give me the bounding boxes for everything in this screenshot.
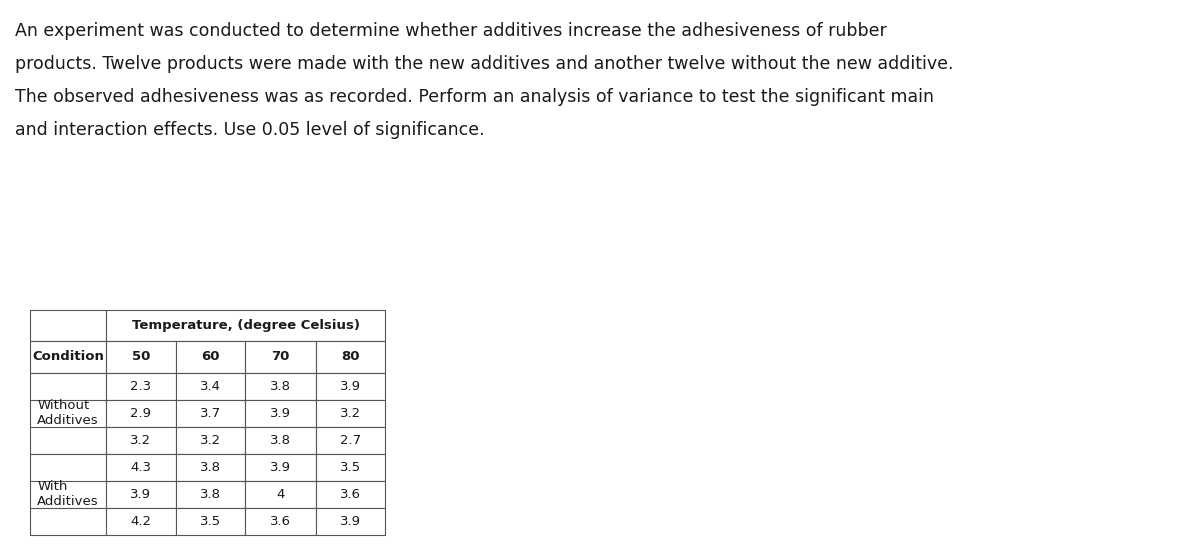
Bar bbox=[245, 373, 316, 400]
Text: With
Additives: With Additives bbox=[37, 481, 98, 508]
Text: 70: 70 bbox=[271, 351, 289, 363]
Text: 3.2: 3.2 bbox=[131, 434, 151, 447]
Text: 3.7: 3.7 bbox=[199, 406, 221, 420]
Text: Without
Additives: Without Additives bbox=[37, 399, 98, 427]
Bar bbox=[107, 400, 175, 427]
Bar bbox=[245, 481, 316, 508]
Bar bbox=[316, 481, 385, 508]
Bar bbox=[107, 310, 385, 341]
Text: 80: 80 bbox=[341, 351, 360, 363]
Text: 3.5: 3.5 bbox=[340, 461, 361, 474]
Bar bbox=[245, 508, 316, 535]
Text: 3.6: 3.6 bbox=[270, 515, 290, 528]
Bar bbox=[175, 400, 245, 427]
Text: and interaction effects. Use 0.05 level of significance.: and interaction effects. Use 0.05 level … bbox=[14, 121, 485, 139]
Bar bbox=[245, 400, 316, 427]
Text: 2.3: 2.3 bbox=[131, 379, 151, 393]
Text: 3.9: 3.9 bbox=[340, 379, 361, 393]
Bar bbox=[245, 341, 316, 373]
Bar bbox=[30, 373, 107, 454]
Bar bbox=[316, 508, 385, 535]
Bar bbox=[107, 508, 175, 535]
Text: 3.6: 3.6 bbox=[340, 488, 361, 501]
Text: 2.9: 2.9 bbox=[131, 406, 151, 420]
Text: Temperature, (degree Celsius): Temperature, (degree Celsius) bbox=[132, 319, 360, 332]
Text: The observed adhesiveness was as recorded. Perform an analysis of variance to te: The observed adhesiveness was as recorde… bbox=[14, 88, 934, 106]
Bar bbox=[107, 481, 175, 508]
Text: 4.3: 4.3 bbox=[131, 461, 151, 474]
Text: 3.2: 3.2 bbox=[199, 434, 221, 447]
Bar bbox=[245, 427, 316, 454]
Bar bbox=[30, 310, 107, 341]
Bar bbox=[316, 341, 385, 373]
Text: 2.7: 2.7 bbox=[340, 434, 361, 447]
Bar bbox=[175, 508, 245, 535]
Bar bbox=[107, 373, 175, 400]
Text: products. Twelve products were made with the new additives and another twelve wi: products. Twelve products were made with… bbox=[14, 55, 954, 73]
Bar bbox=[316, 400, 385, 427]
Bar bbox=[107, 427, 175, 454]
Bar bbox=[107, 454, 175, 481]
Bar bbox=[175, 454, 245, 481]
Bar bbox=[175, 341, 245, 373]
Bar bbox=[30, 341, 107, 373]
Bar bbox=[245, 454, 316, 481]
Text: An experiment was conducted to determine whether additives increase the adhesive: An experiment was conducted to determine… bbox=[14, 22, 887, 40]
Text: 3.9: 3.9 bbox=[270, 461, 290, 474]
Text: 60: 60 bbox=[200, 351, 220, 363]
Text: 3.2: 3.2 bbox=[340, 406, 361, 420]
Text: 3.9: 3.9 bbox=[270, 406, 290, 420]
Bar bbox=[316, 373, 385, 400]
Bar bbox=[30, 454, 107, 535]
Bar bbox=[107, 341, 175, 373]
Bar bbox=[175, 427, 245, 454]
Text: 3.8: 3.8 bbox=[270, 434, 290, 447]
Bar bbox=[316, 454, 385, 481]
Text: Condition: Condition bbox=[32, 351, 104, 363]
Text: 3.9: 3.9 bbox=[340, 515, 361, 528]
Text: 3.5: 3.5 bbox=[199, 515, 221, 528]
Text: 3.9: 3.9 bbox=[131, 488, 151, 501]
Bar bbox=[175, 481, 245, 508]
Text: 3.8: 3.8 bbox=[199, 488, 221, 501]
Text: 3.8: 3.8 bbox=[270, 379, 290, 393]
Text: 3.4: 3.4 bbox=[199, 379, 221, 393]
Text: 3.8: 3.8 bbox=[199, 461, 221, 474]
Text: 50: 50 bbox=[132, 351, 150, 363]
Text: 4: 4 bbox=[276, 488, 284, 501]
Bar bbox=[316, 427, 385, 454]
Bar bbox=[175, 373, 245, 400]
Text: 4.2: 4.2 bbox=[131, 515, 151, 528]
